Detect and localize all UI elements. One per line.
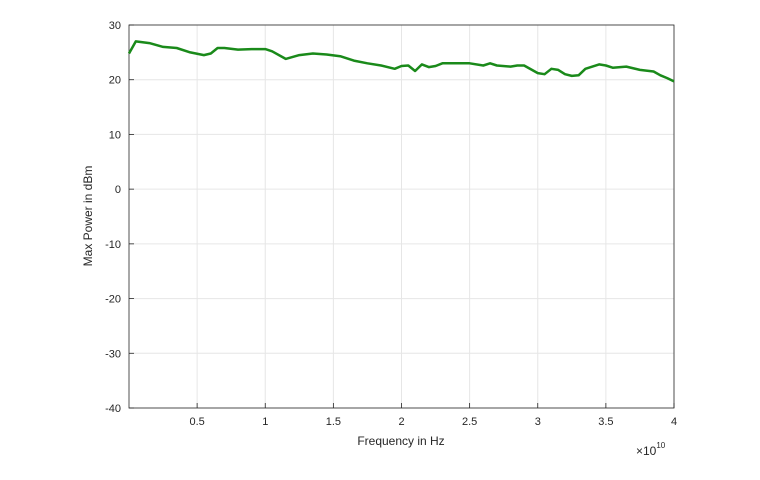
- y-tick-label: -10: [105, 239, 121, 251]
- y-tick-label: -20: [105, 294, 121, 306]
- x-exponent-label: ×1010: [636, 441, 666, 458]
- x-tick-label: 1.5: [326, 416, 341, 428]
- series-line: [127, 40, 675, 83]
- x-tick-label: 0.5: [189, 416, 204, 428]
- x-tick-label: 3: [535, 416, 541, 428]
- x-tick-label: 3.5: [598, 416, 613, 428]
- y-tick-label: -40: [105, 403, 121, 415]
- x-tick-label: 2: [398, 416, 404, 428]
- y-tick-label: -30: [105, 348, 121, 360]
- x-axis-label: Frequency in Hz: [357, 434, 444, 448]
- ticks: 0.5 1 1.5 2 2.5 3 3.5 4 -40 -30 -20 -10 0 10 20 30: [105, 20, 677, 428]
- y-tick-label: 20: [109, 75, 121, 87]
- x-tick-label: 4: [671, 416, 677, 428]
- x-tick-label: 2.5: [462, 416, 477, 428]
- x-tick-label: 1: [262, 416, 268, 428]
- grid: [129, 24, 675, 409]
- y-tick-label: 10: [109, 129, 121, 141]
- y-tick-label: 30: [109, 20, 121, 32]
- y-tick-label: 0: [115, 184, 121, 196]
- y-axis-label: Max Power in dBm: [81, 166, 95, 267]
